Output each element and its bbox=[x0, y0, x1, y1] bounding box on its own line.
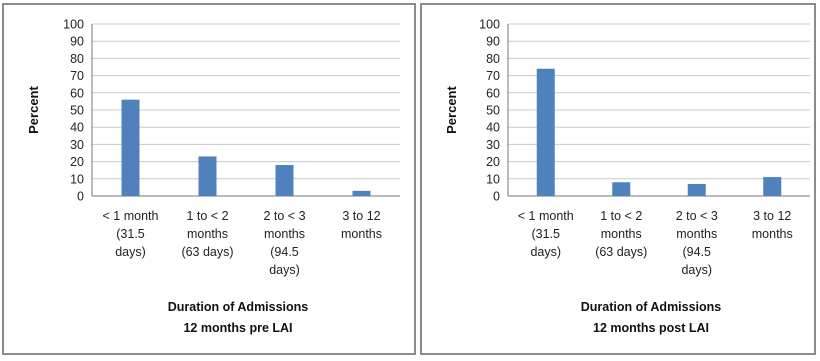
x-category-label: months bbox=[676, 227, 717, 241]
y-tick-label: 70 bbox=[70, 69, 84, 83]
y-tick-label: 80 bbox=[486, 52, 500, 66]
y-tick-label: 20 bbox=[70, 155, 84, 169]
y-tick-label: 50 bbox=[70, 104, 84, 118]
y-tick-label: 100 bbox=[479, 18, 500, 32]
x-category-label: days) bbox=[115, 245, 146, 259]
x-category-label: (94.5 bbox=[270, 245, 299, 259]
chart-panel-pre-lai: 0 10 20 30 40 50 60 70 80 90 100 < 1 month (31.5 days… bbox=[2, 3, 416, 355]
x-category-label: 3 to 12 bbox=[342, 209, 380, 223]
bar bbox=[121, 99, 140, 196]
bar bbox=[352, 190, 371, 196]
x-axis-sublabel: 12 months post LAI bbox=[593, 321, 709, 335]
x-category-label: < 1 month bbox=[103, 209, 159, 223]
bar bbox=[763, 177, 782, 196]
y-tick-label: 60 bbox=[70, 86, 84, 100]
x-category-label: 3 to 12 bbox=[753, 209, 791, 223]
y-tick-label: 100 bbox=[63, 18, 84, 32]
y-tick-label: 50 bbox=[486, 104, 500, 118]
y-tick-label: 90 bbox=[70, 35, 84, 49]
bar bbox=[687, 183, 706, 196]
y-tick-label: 30 bbox=[486, 138, 500, 152]
x-category-label: (63 days) bbox=[181, 245, 233, 259]
x-category-label: months bbox=[341, 227, 382, 241]
y-axis-label: Percent bbox=[26, 85, 41, 133]
y-tick-label: 80 bbox=[70, 52, 84, 66]
chart-post-lai: 0 10 20 30 40 50 60 70 80 90 100 < 1 month (31.5 days… bbox=[444, 18, 810, 335]
bar bbox=[612, 182, 631, 196]
y-tick-label: 10 bbox=[70, 172, 84, 186]
chart-panel-post-lai: 0 10 20 30 40 50 60 70 80 90 100 < 1 month (31.5 days… bbox=[420, 3, 816, 355]
y-tick-label: 70 bbox=[486, 69, 500, 83]
y-tick-label: 40 bbox=[486, 121, 500, 135]
y-tick-label: 90 bbox=[486, 35, 500, 49]
y-tick-label: 40 bbox=[70, 121, 84, 135]
y-axis-label: Percent bbox=[444, 85, 459, 133]
x-category-label: 2 to < 3 bbox=[263, 209, 305, 223]
y-tick-label: 30 bbox=[70, 138, 84, 152]
x-axis-label: Duration of Admissions bbox=[581, 300, 722, 314]
y-tick-label: 10 bbox=[486, 172, 500, 186]
x-category-label: (31.5 bbox=[116, 227, 145, 241]
x-category-label: days) bbox=[681, 263, 712, 277]
bar bbox=[198, 156, 217, 196]
x-category-label: days) bbox=[269, 263, 300, 277]
y-tick-label: 0 bbox=[493, 190, 500, 204]
chart-pre-lai: 0 10 20 30 40 50 60 70 80 90 100 < 1 month (31.5 days… bbox=[26, 18, 400, 335]
y-tick-label: 0 bbox=[77, 190, 84, 204]
x-category-label: 1 to < 2 bbox=[186, 209, 228, 223]
x-category-label: days) bbox=[530, 245, 561, 259]
x-category-label: (94.5 bbox=[683, 245, 712, 259]
y-tick-label: 60 bbox=[486, 86, 500, 100]
x-category-label: (31.5 bbox=[532, 227, 561, 241]
x-category-label: months bbox=[601, 227, 642, 241]
x-category-label: 1 to < 2 bbox=[600, 209, 642, 223]
x-axis-label: Duration of Admissions bbox=[168, 300, 309, 314]
x-category-label: months bbox=[752, 227, 793, 241]
x-category-label: < 1 month bbox=[518, 209, 574, 223]
bar bbox=[275, 165, 294, 196]
bar bbox=[536, 68, 555, 196]
x-category-label: 2 to < 3 bbox=[676, 209, 718, 223]
x-category-label: months bbox=[187, 227, 228, 241]
x-category-label: (63 days) bbox=[595, 245, 647, 259]
x-axis-sublabel: 12 months pre LAI bbox=[183, 321, 292, 335]
x-category-label: months bbox=[264, 227, 305, 241]
y-tick-label: 20 bbox=[486, 155, 500, 169]
